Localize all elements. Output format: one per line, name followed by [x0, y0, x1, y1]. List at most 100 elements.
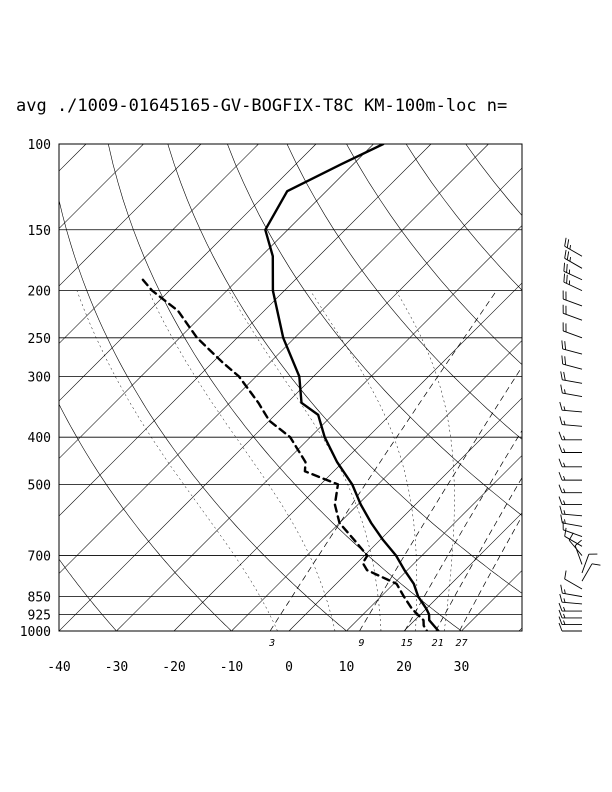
dry-adiabat-line	[59, 558, 117, 631]
wind-barb-staff	[562, 363, 583, 370]
wind-barb-feather	[564, 249, 567, 259]
wind-barb	[561, 340, 583, 355]
dry-adiabat-grid	[59, 144, 522, 631]
isotherm-line	[346, 455, 522, 631]
wind-barb-feather	[558, 444, 563, 453]
temperature-tick-label: -10	[220, 660, 243, 675]
wind-barb	[559, 401, 583, 413]
wind-barb-feather	[560, 384, 563, 394]
isotherm-line	[59, 144, 144, 229]
isobar-grid	[59, 143, 522, 632]
wind-barb-feather	[558, 609, 563, 619]
temperature-profile-line	[264, 144, 440, 631]
wind-barb-half-feather	[563, 420, 566, 425]
wind-barb-staff	[562, 348, 583, 355]
wind-barb-staff	[562, 409, 583, 413]
dry-adiabat-line	[167, 144, 522, 594]
wind-barb-half-feather	[564, 389, 566, 394]
wind-barb-staff	[574, 545, 583, 565]
isotherm-line	[59, 144, 374, 459]
wind-barb-staff	[562, 592, 583, 598]
wind-barb-feather	[558, 484, 563, 493]
wind-barb-feather	[566, 264, 568, 273]
wind-barb	[564, 249, 583, 269]
wind-barb	[562, 322, 583, 339]
wind-barb-half-feather	[563, 500, 566, 505]
wind-barb-feather	[564, 237, 567, 247]
wind-barb-half-feather	[563, 448, 566, 453]
mixing-ratio-label: 9	[359, 638, 365, 649]
temperature-tick-label: -40	[47, 660, 70, 675]
isotherm-line	[518, 627, 522, 631]
isotherm-line	[59, 144, 259, 344]
isotherm-line	[59, 144, 317, 402]
wind-barb-feather	[561, 355, 564, 365]
wind-barb	[564, 527, 583, 547]
pressure-tick-label: 500	[28, 478, 51, 493]
wind-barb	[558, 458, 582, 468]
wind-barb-staff	[562, 379, 583, 384]
wind-barb-feather	[559, 505, 563, 515]
wind-barb-feather	[558, 616, 563, 625]
wind-barb-feather	[558, 431, 563, 440]
wind-barb-half-feather	[569, 257, 572, 262]
wind-barb-feather	[558, 458, 563, 467]
wind-barb-half-feather	[563, 488, 566, 493]
wind-barb-feather	[559, 416, 563, 425]
wind-barb-staff	[562, 392, 583, 397]
isotherm-line	[173, 282, 522, 631]
dewpoint-profile-line	[141, 278, 429, 631]
wind-barb-feather	[564, 527, 567, 537]
isotherm-line	[577, 144, 612, 631]
wind-barb-feather	[566, 251, 570, 260]
wind-barb	[558, 616, 582, 626]
isotherm-grid	[0, 144, 612, 631]
isotherm-line	[461, 570, 522, 631]
wind-barb-half-feather	[563, 435, 566, 440]
sounding-profiles	[141, 144, 440, 631]
mixing-ratio-label: 15	[401, 638, 413, 649]
moist-adiabat-line	[76, 290, 278, 631]
pressure-tick-label: 1000	[20, 625, 51, 640]
wind-barb	[562, 290, 583, 307]
wind-barb-half-feather	[563, 598, 566, 603]
isotherm-line	[288, 397, 522, 631]
wind-barb	[581, 553, 598, 574]
wind-barb-column	[558, 237, 601, 632]
pressure-tick-label: 400	[28, 431, 51, 446]
wind-barb-half-feather	[564, 519, 566, 524]
wind-barb-half-feather	[564, 589, 566, 594]
isotherm-line	[403, 512, 522, 631]
mixing-ratio-line	[404, 429, 522, 631]
wind-barb-feather	[563, 371, 566, 381]
mixing-ratio-labels: 3 9 15 21 27	[268, 638, 467, 649]
mixing-ratio-line	[459, 515, 522, 631]
dry-adiabat-line	[346, 144, 522, 365]
wind-barb-feather	[560, 584, 563, 594]
wind-barb	[558, 444, 582, 453]
wind-barb-staff	[563, 281, 583, 292]
wind-barb-feather	[566, 239, 570, 248]
mixing-ratio-label: 21	[432, 638, 444, 649]
temperature-tick-label: -20	[162, 660, 185, 675]
wind-barb	[558, 609, 582, 619]
isotherm-line	[59, 144, 489, 574]
wind-barb-half-feather	[563, 406, 566, 411]
wind-barb-staff	[564, 245, 583, 257]
isotherm-line	[116, 225, 522, 631]
wind-barb-staff	[563, 529, 583, 538]
wind-barb-feather	[560, 371, 563, 380]
plot-frame	[58, 143, 523, 632]
temperature-tick-label: 10	[339, 660, 355, 675]
isotherm-line	[0, 144, 29, 631]
wind-barb-half-feather	[569, 244, 572, 250]
wind-barb	[560, 384, 583, 397]
wind-barb-half-feather	[563, 606, 566, 612]
pressure-tick-label: 200	[28, 285, 51, 300]
wind-barb-staff	[563, 298, 583, 307]
wind-barb-staff	[563, 270, 583, 281]
mixing-ratio-grid	[269, 290, 522, 631]
wind-barb-feather	[558, 622, 563, 632]
